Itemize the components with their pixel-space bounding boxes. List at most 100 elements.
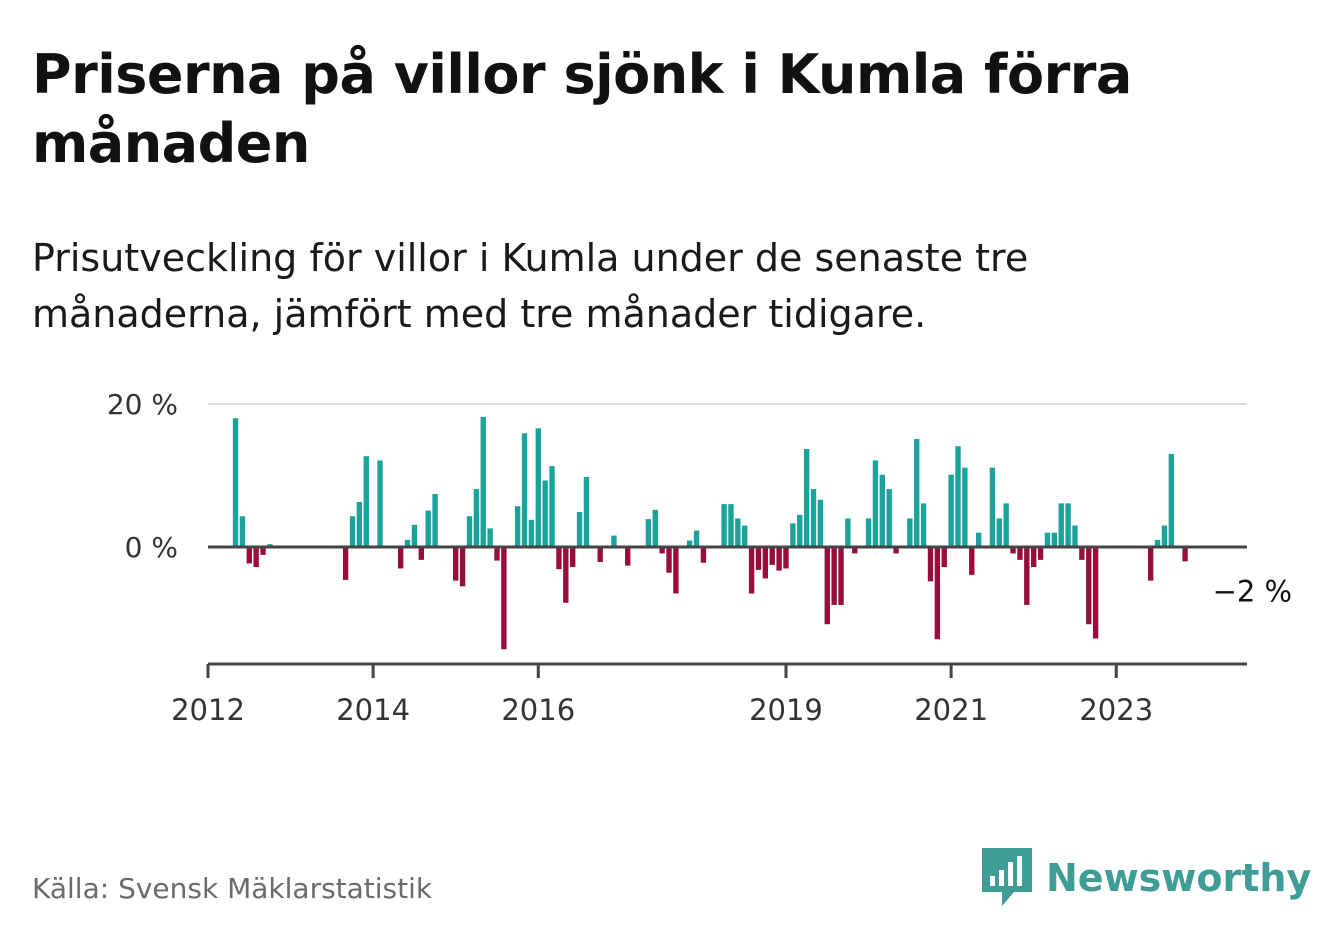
bar [570,547,576,568]
bar [790,523,796,547]
bar [955,446,961,547]
bar [1168,454,1174,547]
bar [521,433,528,547]
bar [425,510,431,547]
bar [721,504,727,547]
x-tick-label: 2014 [336,693,410,727]
axes [208,545,1247,666]
bar [927,547,934,582]
bar [404,539,411,547]
bar [549,466,555,547]
bar [239,516,246,547]
chart-subtitle: Prisutveckling för villor i Kumla under … [32,236,1029,336]
bar [762,547,769,579]
bar [1072,525,1078,547]
bar [879,474,885,547]
bar [914,439,920,547]
bar [776,547,782,571]
bar [1024,547,1030,605]
bar [1079,547,1085,560]
y-tick-label: 0 % [125,531,178,564]
bar [363,456,369,547]
bar [783,547,789,569]
bar [852,547,858,554]
bar [1017,547,1023,560]
bar [831,547,837,605]
annotation-group: −2 % [1213,574,1293,608]
chart-title: Priserna på villor sjönk i Kumla förra m… [32,43,1132,175]
bar [1003,503,1009,547]
bar [253,547,259,568]
bar [1037,547,1044,560]
bar [769,547,775,565]
bar [865,518,872,547]
bar [535,428,541,547]
bar [1154,539,1161,547]
bar [397,547,404,569]
x-ticks: 2012 2014 2016 2019 2021 2023 [171,664,1153,727]
bar [797,514,803,547]
bar [528,519,535,547]
bar [246,547,252,564]
bar [686,540,693,547]
bar [487,528,493,547]
bar [232,418,239,547]
bar [748,547,755,594]
bar [1044,532,1051,547]
bar [941,547,947,568]
bar [845,518,851,547]
bar [377,460,383,547]
bar [652,509,658,547]
x-tick-label: 2016 [501,693,575,727]
bar [411,524,418,547]
brand-name: Newsworthy [1046,856,1312,900]
bar [501,547,507,650]
bar [975,532,982,547]
bar [934,547,941,640]
y-tick-labels: 0 % 20 % [107,388,178,564]
source-text: Källa: Svensk Mäklarstatistik [32,872,433,905]
x-tick-label: 2021 [914,693,988,727]
bar [700,547,707,563]
bar [597,547,603,563]
bar [583,476,590,547]
bar [466,516,473,547]
bar [556,547,562,570]
bar [1051,532,1058,547]
bar [1086,547,1092,625]
bar [453,547,459,581]
bar [459,547,466,587]
bar [824,547,830,625]
bar-chart: 0 % 20 % 2012 2014 2016 2019 2021 2023 −2 % [107,388,1293,727]
bar [1058,503,1064,547]
bar [342,547,349,580]
brand-logo: Newsworthy [982,848,1311,908]
bar [514,506,521,547]
bar-chart-badge-icon [982,848,1032,906]
bar [480,416,486,547]
bar [735,518,741,547]
bar [907,518,913,547]
bar [576,511,583,547]
bar [625,547,631,566]
bar [666,547,672,573]
x-tick-label: 2019 [749,693,823,727]
bar [996,518,1002,547]
bar [659,547,665,554]
x-tick-label: 2012 [171,693,245,727]
bar [473,489,480,547]
bar [494,547,500,561]
bars-group [232,416,1188,650]
bar [948,474,954,547]
bar [962,467,968,547]
bar [1031,547,1037,568]
bar [989,467,996,547]
bar [810,489,817,547]
bar [1092,547,1099,639]
bar [872,460,879,547]
bar [1010,547,1016,554]
bar [542,480,548,547]
bar [356,501,363,547]
latest-value-label: −2 % [1213,574,1293,608]
bar [1182,547,1188,562]
